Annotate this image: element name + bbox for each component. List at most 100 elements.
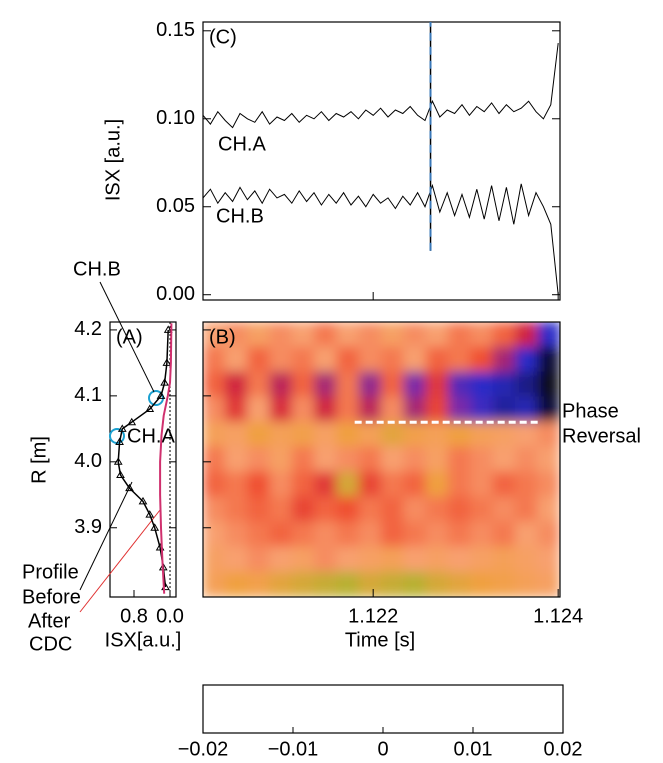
heatmap-cell xyxy=(247,521,271,548)
colorbar xyxy=(202,684,564,734)
heatmap-cell xyxy=(291,521,316,548)
profile-point xyxy=(145,404,155,413)
heatmap-cell xyxy=(314,396,338,423)
heatmap-cell xyxy=(425,496,449,523)
heatmap-cell xyxy=(470,496,494,523)
heatmap-cell xyxy=(537,496,560,523)
heatmap-cell xyxy=(203,496,226,523)
profile-line xyxy=(159,323,173,594)
heatmap-cells xyxy=(203,322,560,597)
heatmap-cell xyxy=(336,371,360,398)
axes-frame xyxy=(202,21,561,301)
heatmap-cell xyxy=(492,571,516,597)
heatmap-cell xyxy=(269,371,293,398)
heatmap-cell xyxy=(470,371,494,398)
heatmap-cell xyxy=(336,471,360,498)
heatmap-cell xyxy=(269,471,293,498)
heatmap-cell xyxy=(247,571,271,597)
heatmap-cell xyxy=(537,371,560,398)
heatmap-cell xyxy=(514,346,539,373)
series-label: CH.B xyxy=(216,205,264,227)
heatmap-cell xyxy=(470,571,494,597)
heatmap-cell xyxy=(314,446,338,473)
heatmap-cell xyxy=(247,496,271,523)
colorbar-tick-label: 0 xyxy=(377,738,388,760)
heatmap-cell xyxy=(403,446,427,473)
heatmap-cell xyxy=(447,571,472,597)
heatmap-cell xyxy=(514,371,539,398)
heatmap-cell xyxy=(514,396,539,423)
profile-panel: 4.2 4.1 4.0 3.9 0.8 0.0 xyxy=(74,318,184,627)
heatmap-cell xyxy=(291,496,316,523)
heatmap-cell xyxy=(492,371,516,398)
heatmap-cell xyxy=(403,571,427,597)
heatmap-cell xyxy=(425,446,449,473)
panel-label: (A) xyxy=(116,326,143,348)
heatmap-cell xyxy=(247,371,271,398)
heatmap-cell xyxy=(381,571,405,597)
heatmap-cell xyxy=(403,496,427,523)
heatmap-cell xyxy=(358,421,382,448)
heatmap-cell xyxy=(514,446,539,473)
heatmap-cell xyxy=(492,471,516,498)
x-axis-label: Time [s] xyxy=(345,629,415,651)
heatmap-cell xyxy=(336,496,360,523)
heatmap-cell xyxy=(291,371,316,398)
heatmap-cell xyxy=(358,496,382,523)
heatmap-cell xyxy=(514,421,539,448)
annotation: CH.B xyxy=(73,258,121,280)
heatmap-cell xyxy=(403,371,427,398)
heatmap-cell xyxy=(381,496,405,523)
heatmap-cell xyxy=(203,521,226,548)
heatmap-cell xyxy=(381,322,405,348)
heatmap-cell xyxy=(314,371,338,398)
legend-text: CDC xyxy=(29,633,72,655)
heatmap-cell xyxy=(470,446,494,473)
profile-point xyxy=(116,470,125,478)
profile-point xyxy=(156,391,166,399)
heatmap-cell xyxy=(381,446,405,473)
heatmap-cell xyxy=(470,396,494,423)
heatmap-cell xyxy=(269,396,293,423)
heatmap-cell xyxy=(336,446,360,473)
heatmap-cell xyxy=(203,446,226,473)
heatmap-cell xyxy=(336,322,360,348)
heatmap-cell xyxy=(381,521,405,548)
heatmap-cell xyxy=(358,471,382,498)
profile-point xyxy=(125,483,134,492)
heatmap-cell xyxy=(358,396,382,423)
axes-frame xyxy=(109,321,177,598)
heatmap-cell xyxy=(381,346,405,373)
panel-label: (B) xyxy=(209,326,236,348)
profile-point xyxy=(162,358,172,366)
heatmap-cell xyxy=(203,471,226,498)
heatmap-cell xyxy=(224,446,249,473)
heatmap-cell xyxy=(291,571,316,597)
heatmap-cell xyxy=(224,571,249,597)
heatmap-cell xyxy=(291,446,316,473)
heatmap-cell xyxy=(224,396,249,423)
x-axis-label: ISX[a.u.] xyxy=(105,629,182,651)
heatmap-cell xyxy=(224,322,249,348)
heatmap-cell xyxy=(447,396,472,423)
heatmap-cell xyxy=(470,421,494,448)
heatmap-cell xyxy=(314,546,338,573)
arrow xyxy=(79,481,133,591)
heatmap-cell xyxy=(358,571,382,597)
series-line xyxy=(202,43,559,129)
arrow xyxy=(79,509,161,613)
heatmap-cell xyxy=(381,421,405,448)
heatmap-cell xyxy=(269,346,293,373)
profile-point xyxy=(113,457,123,465)
heatmap-cell xyxy=(358,322,382,348)
heatmap-cell xyxy=(269,571,293,597)
heatmap-cell xyxy=(492,421,516,448)
heatmap-cell xyxy=(269,521,293,548)
heatmap-cell xyxy=(514,521,539,548)
heatmap-cell xyxy=(336,421,360,448)
x-tick-label: 0.8 xyxy=(120,605,148,627)
heatmap-cell xyxy=(269,322,293,348)
heatmap-cell xyxy=(314,346,338,373)
heatmap-cell xyxy=(492,496,516,523)
